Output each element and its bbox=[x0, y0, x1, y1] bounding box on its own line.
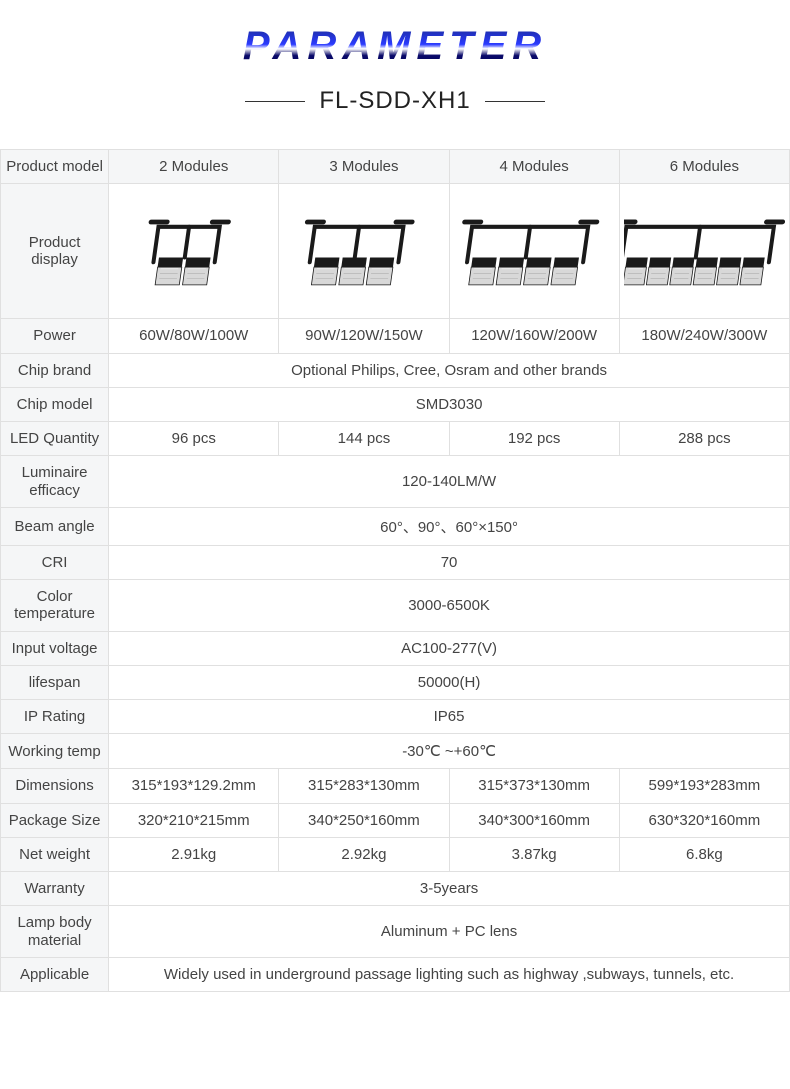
divider-right bbox=[485, 101, 545, 102]
cell-value: 315*373*130mm bbox=[449, 769, 619, 803]
cell-value: 630*320*160mm bbox=[619, 803, 789, 837]
cell-value: 60W/80W/100W bbox=[109, 319, 279, 353]
page-header: PARAMETER FL-SDD-XH1 bbox=[0, 0, 790, 133]
product-display-cell bbox=[109, 184, 279, 319]
cell-value: 2.91kg bbox=[109, 837, 279, 871]
cell-value: 120W/160W/200W bbox=[449, 319, 619, 353]
table-row: Chip brandOptional Philips, Cree, Osram … bbox=[1, 353, 790, 387]
product-display-cell bbox=[279, 184, 449, 319]
table-row: IP RatingIP65 bbox=[1, 700, 790, 734]
row-label: Warranty bbox=[1, 872, 109, 906]
table-row: Dimensions315*193*129.2mm315*283*130mm31… bbox=[1, 769, 790, 803]
table-row: Luminaire efficacy120-140LM/W bbox=[1, 456, 790, 508]
row-label: Luminaire efficacy bbox=[1, 456, 109, 508]
table-row: Working temp-30℃ ~+60℃ bbox=[1, 734, 790, 769]
spanning-value: -30℃ ~+60℃ bbox=[109, 734, 790, 769]
cell-value: 340*300*160mm bbox=[449, 803, 619, 837]
column-header: 6 Modules bbox=[619, 150, 789, 184]
row-label: Applicable bbox=[1, 957, 109, 991]
table-row: ApplicableWidely used in underground pas… bbox=[1, 957, 790, 991]
row-label: IP Rating bbox=[1, 700, 109, 734]
row-label: Package Size bbox=[1, 803, 109, 837]
table-row: Package Size320*210*215mm340*250*160mm34… bbox=[1, 803, 790, 837]
table-row: Net weight2.91kg2.92kg3.87kg6.8kg bbox=[1, 837, 790, 871]
table-row: Input voltageAC100-277(V) bbox=[1, 631, 790, 665]
table-row: Lamp body materialAluminum + PC lens bbox=[1, 906, 790, 958]
spanning-value: 3-5years bbox=[109, 872, 790, 906]
row-label: Product display bbox=[1, 184, 109, 319]
row-label: Lamp body material bbox=[1, 906, 109, 958]
cell-value: 599*193*283mm bbox=[619, 769, 789, 803]
table-row: Product display bbox=[1, 184, 790, 319]
cell-value: 2.92kg bbox=[279, 837, 449, 871]
page-subtitle: FL-SDD-XH1 bbox=[319, 87, 470, 115]
row-label: Color temperature bbox=[1, 580, 109, 632]
cell-value: 192 pcs bbox=[449, 422, 619, 456]
spec-table: Product model2 Modules3 Modules4 Modules… bbox=[0, 149, 790, 992]
column-header: 4 Modules bbox=[449, 150, 619, 184]
product-image-2-modules bbox=[113, 192, 274, 310]
table-row: Beam angle60°、90°、60°×150° bbox=[1, 507, 790, 545]
row-label: Working temp bbox=[1, 734, 109, 769]
row-label: CRI bbox=[1, 545, 109, 579]
spanning-value: AC100-277(V) bbox=[109, 631, 790, 665]
row-label: Net weight bbox=[1, 837, 109, 871]
spanning-value: 70 bbox=[109, 545, 790, 579]
spanning-value: 120-140LM/W bbox=[109, 456, 790, 508]
cell-value: 90W/120W/150W bbox=[279, 319, 449, 353]
table-row: lifespan50000(H) bbox=[1, 665, 790, 699]
spanning-value: IP65 bbox=[109, 700, 790, 734]
table-row: Color temperature3000-6500K bbox=[1, 580, 790, 632]
row-label: Dimensions bbox=[1, 769, 109, 803]
cell-value: 180W/240W/300W bbox=[619, 319, 789, 353]
product-image-3-modules bbox=[283, 192, 444, 310]
cell-value: 315*283*130mm bbox=[279, 769, 449, 803]
subtitle-container: FL-SDD-XH1 bbox=[0, 87, 790, 115]
row-label: Input voltage bbox=[1, 631, 109, 665]
product-image-6-modules bbox=[624, 192, 785, 310]
divider-left bbox=[245, 101, 305, 102]
cell-value: 96 pcs bbox=[109, 422, 279, 456]
row-label: LED Quantity bbox=[1, 422, 109, 456]
cell-value: 144 pcs bbox=[279, 422, 449, 456]
cell-value: 288 pcs bbox=[619, 422, 789, 456]
table-row: Warranty3-5years bbox=[1, 872, 790, 906]
row-label: Chip brand bbox=[1, 353, 109, 387]
cell-value: 320*210*215mm bbox=[109, 803, 279, 837]
cell-value: 340*250*160mm bbox=[279, 803, 449, 837]
product-display-cell bbox=[619, 184, 789, 319]
spanning-value: 50000(H) bbox=[109, 665, 790, 699]
spanning-value: Widely used in underground passage light… bbox=[109, 957, 790, 991]
page-title: PARAMETER bbox=[243, 24, 547, 69]
cell-value: 315*193*129.2mm bbox=[109, 769, 279, 803]
table-row: LED Quantity96 pcs144 pcs192 pcs288 pcs bbox=[1, 422, 790, 456]
spanning-value: Optional Philips, Cree, Osram and other … bbox=[109, 353, 790, 387]
table-row: Product model2 Modules3 Modules4 Modules… bbox=[1, 150, 790, 184]
row-label: Product model bbox=[1, 150, 109, 184]
spanning-value: 60°、90°、60°×150° bbox=[109, 507, 790, 545]
row-label: Chip model bbox=[1, 387, 109, 421]
column-header: 2 Modules bbox=[109, 150, 279, 184]
spanning-value: Aluminum + PC lens bbox=[109, 906, 790, 958]
row-label: Power bbox=[1, 319, 109, 353]
table-row: Power60W/80W/100W90W/120W/150W120W/160W/… bbox=[1, 319, 790, 353]
table-row: CRI70 bbox=[1, 545, 790, 579]
spanning-value: 3000-6500K bbox=[109, 580, 790, 632]
row-label: Beam angle bbox=[1, 507, 109, 545]
cell-value: 6.8kg bbox=[619, 837, 789, 871]
table-row: Chip modelSMD3030 bbox=[1, 387, 790, 421]
column-header: 3 Modules bbox=[279, 150, 449, 184]
spanning-value: SMD3030 bbox=[109, 387, 790, 421]
cell-value: 3.87kg bbox=[449, 837, 619, 871]
row-label: lifespan bbox=[1, 665, 109, 699]
product-image-4-modules bbox=[454, 192, 615, 310]
product-display-cell bbox=[449, 184, 619, 319]
